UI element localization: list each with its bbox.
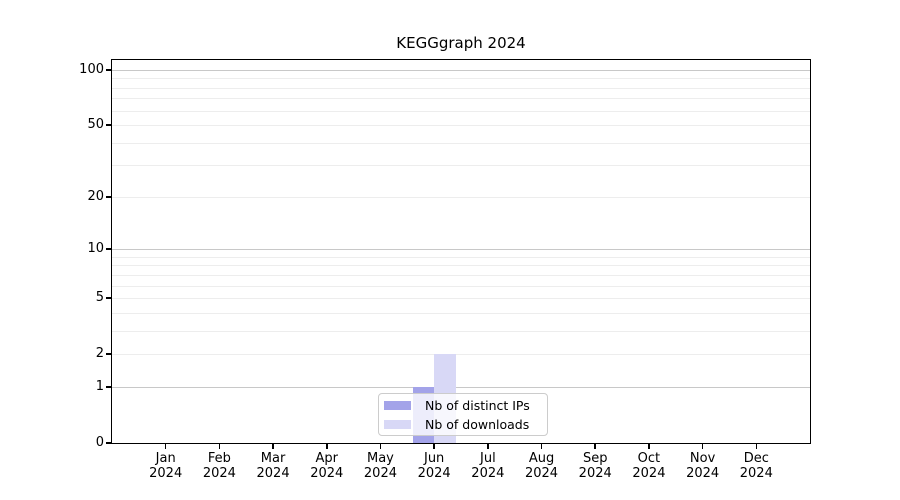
y-gridline-minor <box>112 274 810 276</box>
x-tick-mark <box>218 443 221 449</box>
x-tick-mark <box>433 443 435 449</box>
y-tick-mark <box>106 124 112 126</box>
legend-item-downloads: Nb of downloads <box>379 415 547 434</box>
y-tick-label: 20 <box>87 188 104 204</box>
x-tick-mark <box>755 443 758 449</box>
y-tick-mark <box>106 69 112 71</box>
y-tick-label: 0 <box>95 435 104 450</box>
x-tick-label: Apr 2024 <box>310 451 344 481</box>
legend-swatch-distinct-ips <box>384 400 411 410</box>
x-tick-label: Nov 2024 <box>686 451 720 481</box>
x-tick-mark <box>487 443 489 449</box>
x-tick-mark <box>326 443 328 449</box>
x-tick-mark <box>379 443 382 449</box>
chart-title: KEGGgraph 2024 <box>396 34 526 52</box>
plot-area: Nb of distinct IPs Nb of downloads <box>112 60 810 443</box>
x-tick-label: May 2024 <box>363 451 397 481</box>
x-tick-label: Jan 2024 <box>149 451 183 481</box>
y-tick-mark <box>106 196 112 198</box>
y-gridline-minor <box>112 142 810 144</box>
x-tick-label: Mar 2024 <box>256 451 290 481</box>
y-tick-mark <box>106 442 112 444</box>
y-tick-label: 2 <box>95 346 104 362</box>
x-tick-mark <box>594 443 596 449</box>
y-gridline-minor <box>112 87 810 89</box>
y-gridline-minor <box>112 256 810 258</box>
x-tick-label: Jul 2024 <box>471 451 505 481</box>
y-tick-mark <box>106 386 112 388</box>
y-tick-label: 50 <box>87 117 104 133</box>
y-gridline-minor <box>112 285 810 287</box>
x-tick-label: Aug 2024 <box>524 451 559 481</box>
y-gridline-minor <box>112 312 810 314</box>
x-tick-label: Oct 2024 <box>632 451 666 481</box>
y-tick-label: 10 <box>87 241 104 257</box>
y-gridline-minor <box>112 110 810 112</box>
x-tick-label: Sep 2024 <box>578 451 612 481</box>
y-gridline-minor <box>112 265 810 267</box>
x-tick-label: Feb 2024 <box>202 451 236 481</box>
y-tick-mark <box>106 248 112 250</box>
y-gridline-minor <box>112 330 810 332</box>
y-tick-label: 100 <box>79 61 104 77</box>
y-tick-mark <box>106 297 112 299</box>
y-tick-label: 1 <box>95 378 104 394</box>
legend-label-downloads: Nb of downloads <box>425 416 530 432</box>
legend-item-distinct-ips: Nb of distinct IPs <box>379 396 547 415</box>
y-gridline-minor <box>112 78 810 80</box>
y-gridline-minor <box>112 196 810 198</box>
x-tick-mark <box>648 443 650 449</box>
legend-swatch-downloads <box>384 419 411 429</box>
x-tick-mark <box>701 443 704 449</box>
y-tick-label: 5 <box>95 290 104 306</box>
legend-label-distinct-ips: Nb of distinct IPs <box>425 397 530 413</box>
y-gridline-minor <box>112 354 810 356</box>
x-tick-mark <box>540 443 543 449</box>
x-tick-mark <box>272 443 274 449</box>
x-tick-label: Dec 2024 <box>739 451 773 481</box>
legend: Nb of distinct IPs Nb of downloads <box>378 393 548 436</box>
y-tick-mark <box>106 353 112 355</box>
x-tick-label: Jun 2024 <box>417 451 451 481</box>
y-gridline-minor <box>112 165 810 167</box>
y-gridline-major <box>112 69 810 71</box>
y-gridline-minor <box>112 125 810 126</box>
y-gridline-minor <box>112 98 810 100</box>
y-gridline-major <box>112 386 810 388</box>
x-tick-mark <box>164 443 167 449</box>
y-gridline-minor <box>112 298 810 300</box>
y-gridline-major <box>112 249 810 251</box>
